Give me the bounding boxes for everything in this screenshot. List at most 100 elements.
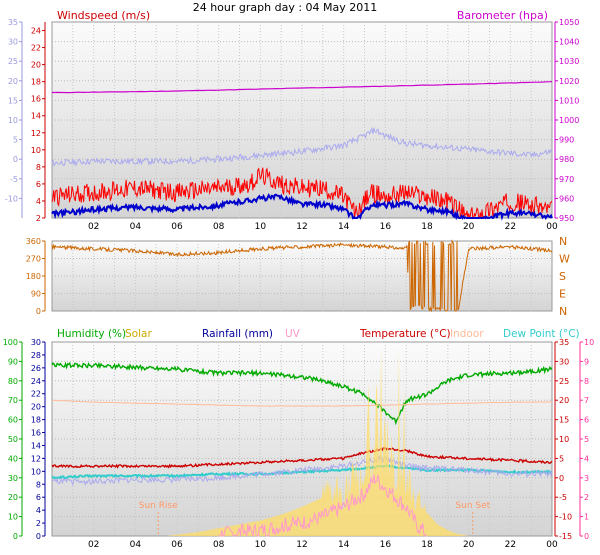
barometer-axis-label: 970 [559, 175, 574, 184]
series-wind [51, 192, 553, 221]
x-tick-label-top: 12 [296, 222, 307, 232]
rainfall-axis-label: 8 [36, 480, 41, 489]
barometer-axis-label: 1050 [559, 18, 579, 27]
direction-axis-label: 90 [31, 290, 41, 299]
x-tick-label-bottom: 16 [380, 540, 392, 550]
uv-axis-label: 8 [584, 377, 589, 386]
x-tick-label-bottom: 14 [338, 540, 350, 550]
temp-outer-axis-label: 35 [8, 18, 18, 27]
barometer-axis-label: 980 [559, 155, 574, 164]
temp-outer-axis-label: 30 [8, 38, 18, 47]
page-title: 24 hour graph day : 04 May 2011 [193, 1, 378, 14]
temperature-axis-label: -10 [559, 513, 572, 522]
legend-entry: Indoor [450, 328, 484, 340]
series-wind-direction [51, 239, 553, 313]
temperature-axis-label: 5 [559, 454, 564, 463]
rainfall-axis-label: 18 [31, 416, 41, 425]
uv-axis-label: 2 [584, 493, 589, 502]
uv-axis-label: 6 [584, 416, 589, 425]
x-tick-label-bottom: 08 [213, 540, 225, 550]
humidity-axis-label: 0 [13, 532, 18, 541]
temp-outer-axis-label: 20 [8, 77, 18, 86]
series-temperature-upper [51, 454, 553, 487]
series-solar [166, 345, 469, 536]
x-tick-label-top: 10 [255, 222, 267, 232]
legend-entry: Humidity (%) [57, 328, 126, 340]
legend-entry: Solar [125, 328, 152, 340]
direction-axis-label: 270 [26, 255, 41, 264]
x-tick-label-top: 06 [171, 222, 183, 232]
rainfall-axis-label: 30 [31, 338, 41, 347]
temperature-axis-label: -15 [559, 532, 572, 541]
windspeed-axis-label: 16 [31, 95, 41, 104]
compass-label: E [559, 288, 566, 301]
series-barometer [51, 81, 553, 94]
rainfall-axis-label: 12 [31, 454, 41, 463]
rainfall-axis-label: 16 [31, 429, 41, 438]
humidity-axis-label: 90 [8, 357, 18, 366]
sun-set-label: Sun Set [455, 501, 490, 511]
humidity-axis-label: 100 [3, 338, 18, 347]
x-tick-label-bottom: 22 [505, 540, 516, 550]
windspeed-axis-title: Windspeed (m/s) [57, 9, 150, 22]
temperature-axis-label: 15 [559, 416, 569, 425]
barometer-axis-label: 1010 [559, 96, 579, 105]
rainfall-axis-label: 22 [31, 390, 41, 399]
x-tick-label-top: 18 [421, 222, 433, 232]
barometer-axis-label: 960 [559, 194, 574, 203]
windspeed-axis-label: 2 [36, 214, 41, 223]
barometer-axis-label: 1040 [559, 38, 579, 47]
windspeed-axis-label: 24 [31, 27, 41, 36]
rainfall-axis-label: 20 [31, 403, 41, 412]
barometer-axis-title: Barometer (hpa) [457, 9, 548, 22]
direction-axis-label: 360 [26, 237, 41, 246]
windspeed-axis-label: 10 [31, 146, 41, 155]
windspeed-axis-label: 6 [36, 180, 41, 189]
humidity-axis-label: 60 [8, 416, 18, 425]
humidity-axis-label: 80 [8, 377, 18, 386]
uv-axis-label: 7 [584, 396, 589, 405]
x-tick-label-bottom: 10 [255, 540, 267, 550]
x-tick-label-top: 00 [546, 222, 558, 232]
temperature-axis-label: 0 [559, 474, 564, 483]
windspeed-axis-label: 4 [36, 197, 41, 206]
x-tick-label-bottom: 18 [421, 540, 433, 550]
x-tick-label-bottom: 04 [130, 540, 142, 550]
x-tick-label-top: 22 [505, 222, 516, 232]
uv-axis-label: 9 [584, 357, 589, 366]
x-tick-label-bottom: 00 [546, 540, 558, 550]
rainfall-axis-label: 4 [36, 506, 41, 515]
uv-axis-label: 3 [584, 474, 589, 483]
series-uv [218, 474, 427, 537]
temp-outer-axis-label: 25 [8, 57, 18, 66]
uv-axis-label: 0 [584, 532, 589, 541]
windspeed-axis-label: 18 [31, 78, 41, 87]
compass-label: S [559, 270, 566, 283]
legend-entry: Dew Point (°C) [503, 328, 580, 340]
series-gust [51, 167, 553, 220]
direction-axis-label: 180 [26, 272, 41, 281]
compass-label: W [559, 253, 570, 266]
x-tick-label-bottom: 12 [296, 540, 307, 550]
humidity-axis-label: 40 [8, 454, 18, 463]
temperature-axis-label: 25 [559, 377, 569, 386]
rainfall-axis-label: 10 [31, 467, 41, 476]
rainfall-axis-label: 0 [36, 532, 41, 541]
temperature-axis-label: 20 [559, 396, 569, 405]
temp-outer-axis-label: 5 [13, 136, 18, 145]
temp-outer-axis-label: 0 [13, 155, 18, 164]
rainfall-axis-label: 24 [31, 377, 41, 386]
compass-label: N [559, 235, 567, 248]
barometer-axis-label: 1020 [559, 77, 579, 86]
uv-axis-label: 5 [584, 435, 589, 444]
barometer-axis-label: 990 [559, 136, 574, 145]
sun-rise-label: Sun Rise [139, 501, 178, 511]
legend-entry: Temperature (°C) [359, 328, 451, 340]
x-tick-label-bottom: 20 [463, 540, 475, 550]
windspeed-axis-label: 14 [31, 112, 41, 121]
temperature-axis-label: 35 [559, 338, 569, 347]
humidity-axis-label: 10 [8, 513, 18, 522]
windspeed-axis-label: 20 [31, 61, 41, 70]
rainfall-axis-label: 14 [31, 441, 41, 450]
